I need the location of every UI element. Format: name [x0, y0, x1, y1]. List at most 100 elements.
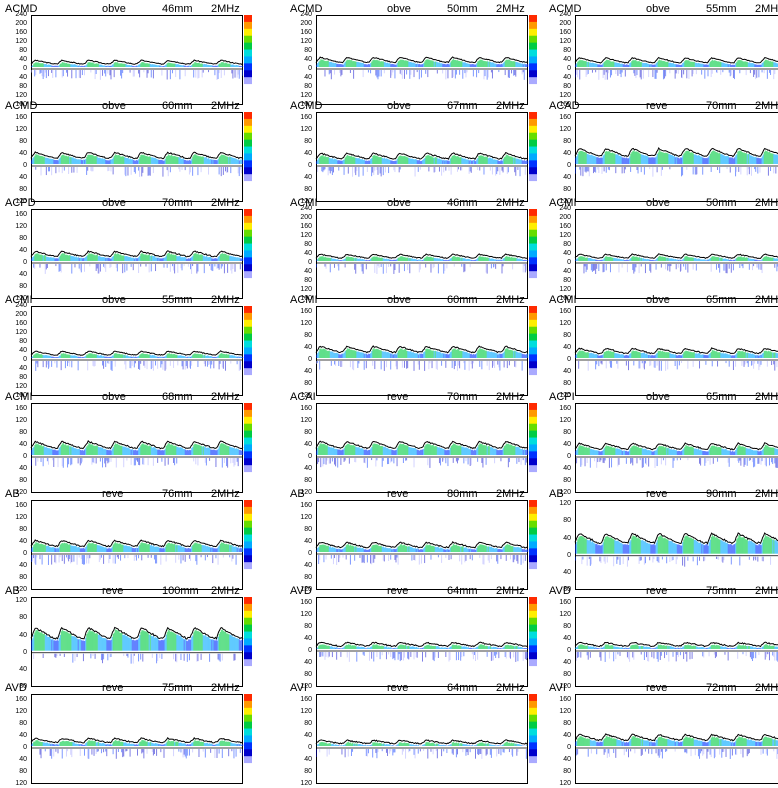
reverse-flow-mark	[35, 70, 36, 75]
reverse-flow-mark	[668, 264, 669, 266]
reverse-flow-mark	[62, 458, 63, 466]
reverse-flow-mark	[643, 361, 644, 368]
colorbar-segment	[529, 174, 537, 181]
reverse-flow-mark	[774, 361, 775, 371]
reverse-flow-mark	[729, 361, 730, 367]
reverse-flow-mark	[90, 70, 91, 72]
spectrogram-svg	[290, 488, 538, 594]
reverse-flow-mark	[440, 458, 441, 465]
reverse-flow-mark	[748, 361, 749, 367]
reverse-flow-mark	[459, 70, 460, 75]
colorbar-segment	[529, 313, 537, 320]
reverse-flow-mark	[669, 167, 670, 169]
reverse-flow-mark	[236, 555, 237, 565]
reverse-flow-mark	[384, 361, 385, 371]
reverse-flow-mark	[189, 167, 190, 175]
reverse-flow-mark	[465, 458, 466, 461]
colorbar-segment	[529, 250, 537, 257]
reverse-flow-mark	[580, 458, 581, 467]
reverse-flow-mark	[439, 167, 440, 172]
reverse-flow-mark	[155, 264, 156, 271]
reverse-flow-mark	[746, 70, 747, 75]
reverse-flow-mark	[443, 458, 444, 460]
reverse-flow-mark	[522, 70, 523, 74]
reverse-flow-mark	[391, 458, 392, 461]
reverse-flow-mark	[693, 264, 694, 270]
reverse-flow-mark	[187, 361, 188, 368]
reverse-flow-mark	[365, 458, 366, 463]
reverse-flow-mark	[111, 361, 112, 370]
reverse-flow-mark	[136, 458, 137, 460]
colorbar-segment	[529, 112, 537, 119]
reverse-flow-mark	[376, 70, 377, 77]
reverse-flow-mark	[122, 264, 123, 273]
reverse-flow-mark	[167, 70, 168, 80]
reverse-flow-mark	[352, 167, 353, 177]
colorbar-segment	[244, 153, 252, 160]
reverse-flow-mark	[754, 458, 755, 467]
reverse-flow-mark	[588, 361, 589, 371]
reverse-flow-mark	[595, 167, 596, 173]
reverse-flow-mark	[182, 361, 183, 366]
reverse-flow-mark	[470, 167, 471, 171]
reverse-flow-mark	[69, 555, 70, 559]
reverse-flow-mark	[688, 70, 689, 79]
reverse-flow-mark	[58, 458, 59, 467]
reverse-flow-mark	[327, 458, 328, 461]
reverse-flow-mark	[43, 458, 44, 466]
reverse-flow-mark	[446, 264, 447, 268]
reverse-flow-mark	[355, 264, 356, 274]
reverse-flow-mark	[485, 70, 486, 76]
spectrogram-svg	[5, 294, 253, 400]
reverse-flow-mark	[100, 264, 101, 272]
reverse-flow-mark	[367, 167, 368, 172]
reverse-flow-mark	[55, 70, 56, 77]
reverse-flow-mark	[524, 264, 525, 266]
reverse-flow-mark	[225, 167, 226, 171]
reverse-flow-mark	[615, 70, 616, 74]
reverse-flow-mark	[143, 458, 144, 465]
reverse-flow-mark	[97, 264, 98, 268]
colorbar-segment	[244, 465, 252, 472]
reverse-flow-mark	[217, 264, 218, 269]
reverse-flow-mark	[350, 555, 351, 565]
reverse-flow-mark	[373, 167, 374, 175]
reverse-flow-mark	[776, 361, 777, 367]
reverse-flow-mark	[483, 167, 484, 175]
reverse-flow-mark	[454, 361, 455, 369]
reverse-flow-mark	[418, 167, 419, 172]
reverse-flow-mark	[168, 458, 169, 465]
reverse-flow-mark	[79, 264, 80, 269]
reverse-flow-mark	[598, 361, 599, 366]
reverse-flow-mark	[103, 264, 104, 267]
reverse-flow-mark	[383, 458, 384, 461]
reverse-flow-mark	[719, 264, 720, 273]
reverse-flow-mark	[121, 70, 122, 78]
reverse-flow-mark	[170, 361, 171, 366]
reverse-flow-mark	[192, 167, 193, 176]
reverse-flow-mark	[435, 167, 436, 172]
reverse-flow-mark	[603, 264, 604, 272]
reverse-flow-mark	[397, 458, 398, 466]
colorbar-segment	[529, 410, 537, 417]
reverse-flow-mark	[486, 264, 487, 273]
reverse-flow-mark	[319, 555, 320, 560]
reverse-flow-mark	[134, 555, 135, 561]
reverse-flow-mark	[190, 264, 191, 269]
reverse-flow-mark	[329, 458, 330, 464]
reverse-flow-mark	[91, 167, 92, 171]
reverse-flow-mark	[376, 167, 377, 170]
reverse-flow-mark	[404, 70, 405, 79]
reverse-flow-mark	[102, 361, 103, 365]
reverse-flow-mark	[644, 361, 645, 369]
reverse-flow-mark	[771, 458, 772, 462]
reverse-flow-mark	[135, 555, 136, 557]
reverse-flow-mark	[77, 555, 78, 565]
reverse-flow-mark	[414, 555, 415, 560]
colorbar-segment	[529, 56, 537, 63]
reverse-flow-mark	[491, 70, 492, 72]
reverse-flow-mark	[502, 264, 503, 273]
reverse-flow-mark	[101, 555, 102, 558]
reverse-flow-mark	[665, 361, 666, 371]
reverse-flow-mark	[227, 264, 228, 273]
